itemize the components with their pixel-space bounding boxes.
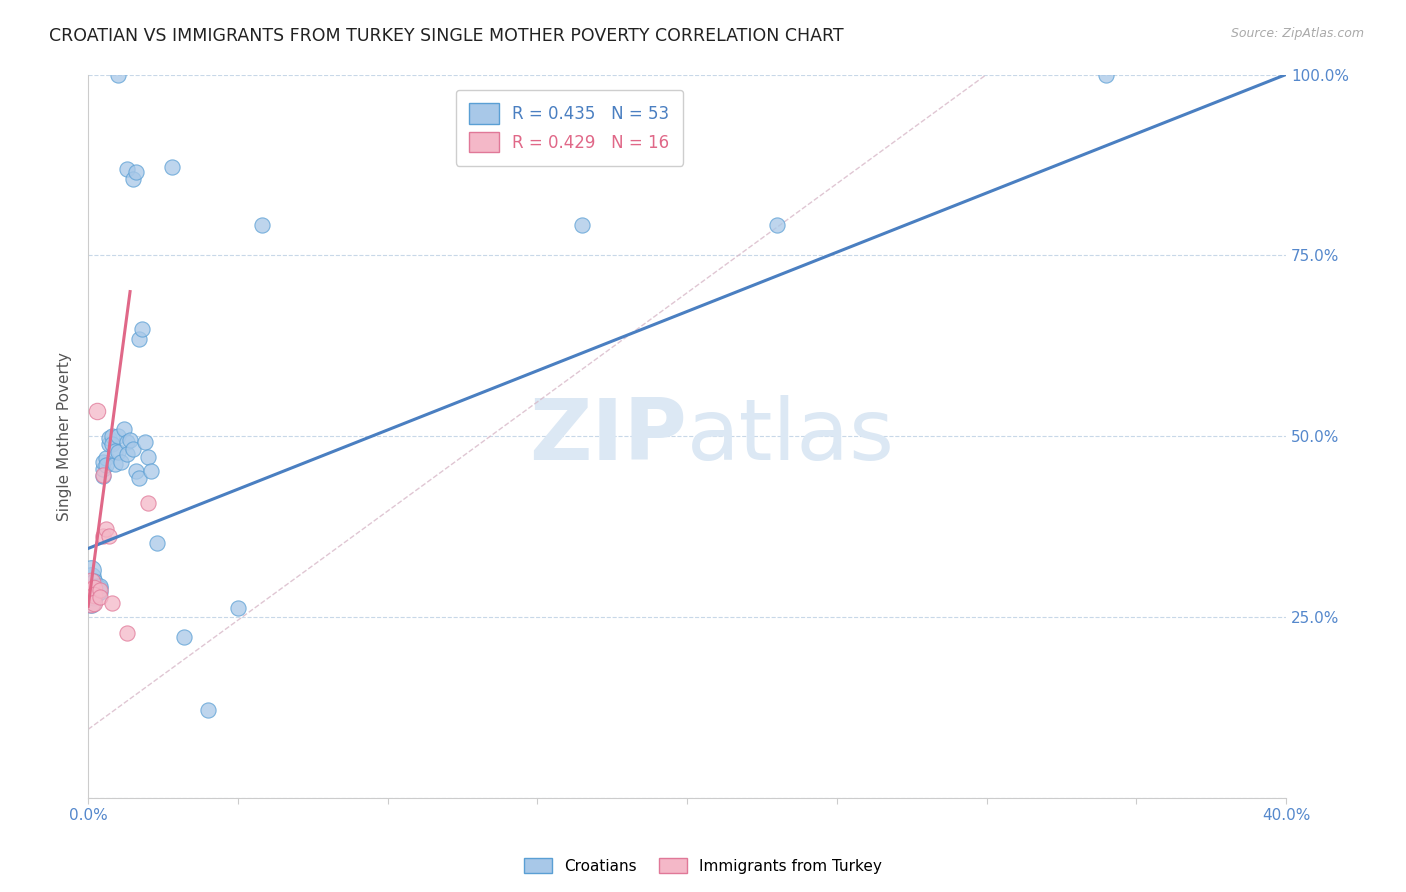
Point — [89, 579, 111, 593]
Point — [160, 160, 183, 174]
Point — [80, 570, 103, 584]
Point — [80, 575, 103, 590]
Point — [80, 583, 103, 598]
Point — [120, 433, 142, 447]
Point — [1095, 68, 1118, 82]
Point — [115, 161, 138, 176]
Point — [122, 442, 145, 457]
Point — [98, 436, 121, 450]
Point — [139, 464, 162, 478]
Text: atlas: atlas — [688, 395, 896, 478]
Point — [110, 455, 132, 469]
Point — [197, 703, 219, 717]
Point — [115, 435, 138, 450]
Point — [107, 429, 129, 443]
Point — [250, 218, 273, 232]
Point — [125, 165, 148, 179]
Point — [86, 404, 108, 418]
Point — [136, 496, 159, 510]
Point — [98, 529, 121, 543]
Point — [83, 589, 105, 603]
Point — [107, 68, 129, 82]
Point — [89, 590, 111, 604]
Point — [91, 529, 114, 543]
Point — [91, 467, 114, 482]
Point — [80, 577, 103, 591]
Point — [104, 457, 127, 471]
Point — [128, 332, 150, 346]
Point — [91, 455, 114, 469]
Point — [80, 596, 103, 610]
Point — [89, 582, 111, 597]
Point — [122, 172, 145, 186]
Point — [101, 429, 124, 443]
Point — [94, 522, 117, 536]
Point — [173, 631, 195, 645]
Point — [91, 469, 114, 483]
Text: CROATIAN VS IMMIGRANTS FROM TURKEY SINGLE MOTHER POVERTY CORRELATION CHART: CROATIAN VS IMMIGRANTS FROM TURKEY SINGL… — [49, 27, 844, 45]
Point — [89, 581, 111, 595]
Point — [80, 585, 103, 599]
Point — [766, 218, 789, 232]
Point — [83, 590, 105, 604]
Point — [226, 601, 249, 615]
Point — [101, 436, 124, 450]
Y-axis label: Single Mother Poverty: Single Mother Poverty — [58, 351, 72, 521]
Point — [86, 580, 108, 594]
Point — [89, 585, 111, 599]
Point — [91, 462, 114, 476]
Point — [146, 536, 169, 550]
Point — [80, 589, 103, 603]
Point — [83, 581, 105, 595]
Point — [94, 450, 117, 465]
Point — [94, 458, 117, 473]
Point — [115, 626, 138, 640]
Point — [128, 471, 150, 485]
Text: ZIP: ZIP — [529, 395, 688, 478]
Point — [115, 447, 138, 461]
Point — [101, 596, 124, 610]
Legend: R = 0.435   N = 53, R = 0.429   N = 16: R = 0.435 N = 53, R = 0.429 N = 16 — [456, 90, 683, 166]
Point — [104, 443, 127, 458]
Point — [83, 580, 105, 594]
Point — [80, 563, 103, 577]
Point — [125, 464, 148, 478]
Point — [86, 585, 108, 599]
Text: Source: ZipAtlas.com: Source: ZipAtlas.com — [1230, 27, 1364, 40]
Point — [107, 445, 129, 459]
Point — [136, 450, 159, 464]
Point — [134, 435, 156, 450]
Point — [83, 575, 105, 590]
Point — [80, 596, 103, 610]
Point — [571, 218, 593, 232]
Point — [98, 431, 121, 445]
Legend: Croatians, Immigrants from Turkey: Croatians, Immigrants from Turkey — [517, 852, 889, 880]
Point — [112, 422, 135, 436]
Point — [131, 322, 153, 336]
Point — [83, 596, 105, 610]
